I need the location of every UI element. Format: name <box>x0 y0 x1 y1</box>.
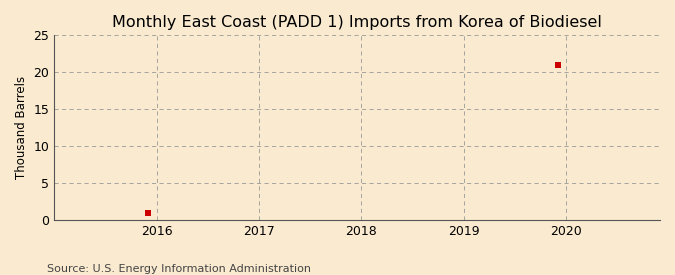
Text: Source: U.S. Energy Information Administration: Source: U.S. Energy Information Administ… <box>47 264 311 274</box>
Y-axis label: Thousand Barrels: Thousand Barrels <box>15 76 28 179</box>
Title: Monthly East Coast (PADD 1) Imports from Korea of Biodiesel: Monthly East Coast (PADD 1) Imports from… <box>112 15 602 30</box>
